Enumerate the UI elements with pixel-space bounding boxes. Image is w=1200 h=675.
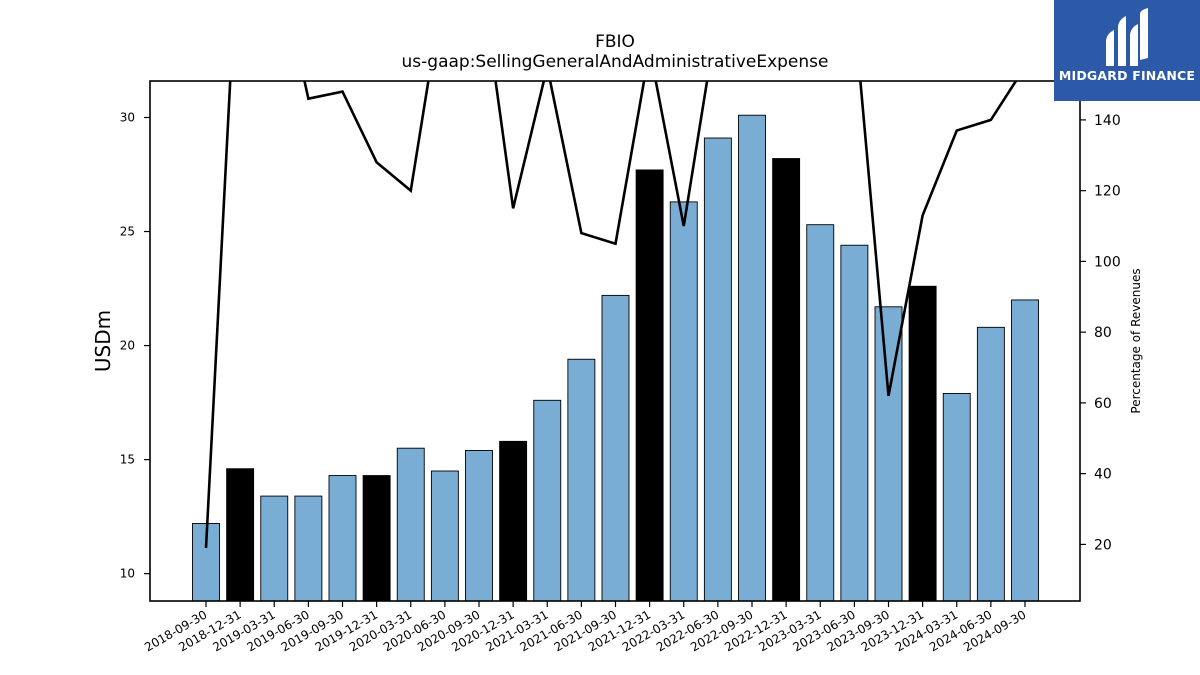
midgard-logo-icon — [1106, 8, 1148, 66]
y-tick-label: 20 — [120, 339, 135, 353]
chart-subtitle: us-gaap:SellingGeneralAndAdministrativeE… — [401, 52, 829, 72]
bar-2020-09-30 — [465, 450, 493, 601]
y2-tick-label: 20 — [1094, 537, 1112, 553]
bar-series — [192, 114, 1039, 601]
bar-2019-03-31 — [260, 495, 289, 601]
bar-2023-12-31 — [908, 285, 937, 601]
y2-tick-label: 40 — [1094, 467, 1112, 483]
bar-2022-03-31 — [669, 201, 698, 601]
bar-2024-03-31 — [942, 393, 971, 601]
bar-2021-12-31 — [635, 169, 664, 601]
bar-2019-06-30 — [294, 495, 323, 601]
bar-2022-09-30 — [738, 114, 766, 601]
bar-2024-09-30 — [1011, 299, 1039, 601]
left-axis-ticks: 10 15 20 25 30 — [120, 110, 150, 581]
bar-2022-06-30 — [703, 137, 732, 601]
bar-2019-09-30 — [328, 475, 357, 601]
bar-2023-09-30 — [874, 306, 903, 601]
bar-2023-03-31 — [806, 224, 835, 601]
bar-2022-12-31 — [772, 158, 801, 601]
y2-tick-label: 80 — [1094, 325, 1112, 341]
bar-2020-06-30 — [430, 470, 459, 601]
bar-2019-12-31 — [362, 475, 391, 601]
bar-2023-06-30 — [840, 244, 869, 601]
logo-text: MIDGARD FINANCE — [1058, 68, 1196, 83]
y2-tick-label: 140 — [1094, 113, 1121, 129]
percentage-line — [204, 81, 1018, 549]
y-tick-label: 10 — [120, 567, 135, 581]
bar-2021-09-30 — [601, 294, 630, 601]
bar-2020-03-31 — [396, 447, 425, 601]
y2-tick-label: 120 — [1094, 184, 1121, 200]
y2-axis-label: Percentage of Revenues — [1129, 268, 1143, 413]
y2-tick-label: 60 — [1094, 396, 1112, 412]
brand-logo: MIDGARD FINANCE — [1054, 0, 1200, 101]
chart-title: FBIO — [595, 32, 635, 52]
bar-2018-12-31 — [226, 468, 255, 601]
x-axis-ticks: 2018-09-302018-12-312019-03-312019-06-30… — [142, 601, 1029, 654]
bar-2024-06-30 — [976, 326, 1005, 601]
bar-2021-03-31 — [533, 399, 562, 601]
bar-2021-06-30 — [567, 358, 596, 601]
y-tick-label: 15 — [120, 453, 135, 467]
y-tick-label: 25 — [120, 225, 135, 239]
y-axis-label: USDm — [91, 310, 115, 372]
y2-tick-label: 100 — [1094, 254, 1121, 270]
bar-2020-12-31 — [499, 440, 528, 601]
right-axis-ticks: 20 40 60 80 100 120 140 — [1080, 113, 1121, 553]
y-tick-label: 30 — [120, 110, 135, 124]
line-series — [204, 81, 1018, 549]
